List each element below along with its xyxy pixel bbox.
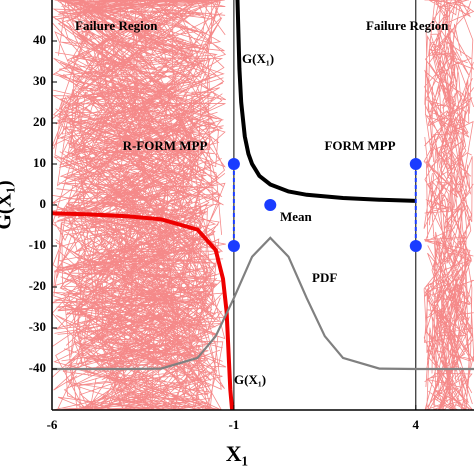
point bbox=[409, 240, 422, 252]
x-tick-label: 4 bbox=[413, 417, 420, 432]
x-tick-label: -1 bbox=[228, 417, 239, 432]
point bbox=[264, 199, 277, 211]
annotation: R-FORM MPP bbox=[123, 138, 208, 153]
y-axis-label: G(X₁) bbox=[0, 180, 16, 229]
annotation: PDF bbox=[312, 270, 337, 285]
sample-lines bbox=[423, 0, 474, 410]
overlay: -40 -30 -20 -10 0 10 20 30 40 -6 -1 4 Failure Region… bbox=[29, 0, 474, 432]
y-tick-label: 20 bbox=[33, 114, 46, 129]
y-tick-label: -40 bbox=[29, 360, 46, 375]
annotation: Mean bbox=[280, 209, 313, 224]
annotation: FORM MPP bbox=[324, 138, 395, 153]
point bbox=[409, 158, 422, 170]
annotation: G(X₁) bbox=[242, 51, 274, 66]
point bbox=[227, 158, 240, 170]
annotation: Failure Region bbox=[75, 18, 158, 33]
series-line bbox=[52, 236, 474, 371]
y-tick-label: -10 bbox=[29, 237, 46, 252]
annotation: Failure Region bbox=[366, 18, 449, 33]
y-tick-label: 10 bbox=[33, 155, 46, 170]
y-tick-label: 40 bbox=[33, 32, 46, 47]
x-tick-label: -6 bbox=[47, 417, 58, 432]
series-line bbox=[235, 0, 416, 203]
y-tick-label: -20 bbox=[29, 278, 46, 293]
y-tick-label: 30 bbox=[33, 73, 46, 88]
plot-area bbox=[52, 0, 474, 410]
failure-region-samples bbox=[52, 0, 474, 410]
x-axis-label: X₁ bbox=[226, 441, 248, 466]
annotation: G(X₁) bbox=[234, 372, 266, 387]
series-line bbox=[52, 211, 235, 410]
sample-lines bbox=[52, 0, 227, 410]
y-tick-label: -30 bbox=[29, 319, 46, 334]
point bbox=[227, 240, 240, 252]
y-tick-label: 0 bbox=[40, 196, 47, 211]
